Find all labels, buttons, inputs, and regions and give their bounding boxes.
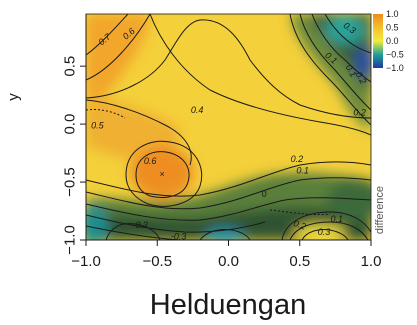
region-orange-center <box>130 146 194 198</box>
heatmap-regions <box>86 14 371 240</box>
y-tick-label: −0.5 <box>62 167 79 197</box>
colorbar: 1.0 0.5 0.0 −0.5 −1.0 difference <box>373 9 404 234</box>
colorbar-tick-label: −0.5 <box>386 50 404 60</box>
contour-0.5-top <box>86 19 371 119</box>
colorbar-tick-label: 1.0 <box>386 9 399 19</box>
contour-label: -0.3 <box>132 220 148 230</box>
region-orange-left <box>86 95 181 160</box>
contour-0-bottom <box>86 197 371 221</box>
chart-title: Helduengan <box>150 289 306 321</box>
region-dark-right <box>327 178 371 222</box>
x-tick-label: 0.5 <box>289 253 310 270</box>
contour-label: 0 <box>260 188 268 199</box>
contour-n0.2-bottom <box>86 225 181 240</box>
contour-0.1-right <box>311 14 371 83</box>
contour-label: 0.2 <box>291 154 304 164</box>
contour-0.2-bottom-right <box>289 221 369 240</box>
contour-0.2-right <box>299 14 371 111</box>
x-tick-label: 1.0 <box>361 253 382 270</box>
y-tick-label: −1.0 <box>62 225 79 255</box>
x-axis: −1.0 −0.5 0.0 0.5 1.0 <box>71 239 381 270</box>
contour-label: 0.2 <box>353 108 366 118</box>
contour-n0.3-bottom-left <box>105 223 161 240</box>
colorbar-gradient <box>373 14 383 68</box>
colorbar-label: difference <box>374 186 386 234</box>
x-tick-label: −1.0 <box>71 253 101 270</box>
contour-0.6-center <box>135 151 190 198</box>
y-tick-label: 0.0 <box>62 114 79 135</box>
region-orange-top-left <box>86 14 150 105</box>
contour-0-right <box>324 14 371 54</box>
contour-0.1-bottom <box>86 177 371 210</box>
contour-n0.1-bottom <box>86 214 266 233</box>
y-axis: −1.0 −0.5 0.0 0.5 <box>62 14 87 255</box>
contour-0.55-center <box>125 140 203 207</box>
colorbar-tick-label: 0.5 <box>386 23 399 33</box>
contour-lines <box>86 14 371 240</box>
x-tick-label: 0.0 <box>218 253 239 270</box>
y-axis-label: y <box>5 93 22 101</box>
contour-0.1-bottom-right <box>281 211 371 240</box>
contour-labels: 0.7 0.60.40.50.60.30.10.20.20.10.20.100.2… <box>91 20 368 242</box>
min-marker: × <box>159 169 164 179</box>
contour-0.7 <box>86 14 129 56</box>
contour-label: 0.6 <box>144 156 157 166</box>
contour-label: -0.3 <box>171 232 187 242</box>
colorbar-tick-label: 0.0 <box>386 36 399 46</box>
contour-0.3-right <box>289 14 371 126</box>
colorbar-ticks: 1.0 0.5 0.0 −0.5 −1.0 <box>386 9 404 73</box>
contour-label: 0.5 <box>91 120 105 130</box>
colorbar-tick-label: −1.0 <box>386 63 404 73</box>
y-tick-label: 0.5 <box>62 56 79 77</box>
contour-0.3-bottom-right <box>301 229 349 240</box>
contour-0.6 <box>86 14 151 81</box>
contour-label: 0.1 <box>331 214 344 224</box>
region-teal-top-right <box>325 16 365 44</box>
contour-0.4 <box>149 14 371 136</box>
x-tick-label: −0.5 <box>142 253 172 270</box>
region-teal-bottom-left <box>86 205 108 240</box>
contour-0.2-bottom <box>86 161 371 197</box>
contour-label: 0.2 <box>292 218 307 232</box>
x-axis-ticks: −1.0 −0.5 0.0 0.5 1.0 <box>71 240 381 270</box>
region-yellow-bottom-right <box>294 224 346 240</box>
contour-label: 0.3 <box>318 227 331 237</box>
contour-dotted-left <box>86 109 126 119</box>
region-blue-right <box>355 46 371 78</box>
contour-label: 0.1 <box>296 165 309 175</box>
y-axis-ticks: −1.0 −0.5 0.0 0.5 <box>62 56 86 255</box>
contour-n0.3-bottom-center <box>199 229 251 240</box>
contour-dotted-right <box>269 209 331 215</box>
heatmap-surface: 0.7 0.60.40.50.60.30.10.20.20.10.20.100.2… <box>86 14 371 242</box>
contour-label: 0.4 <box>191 105 204 115</box>
